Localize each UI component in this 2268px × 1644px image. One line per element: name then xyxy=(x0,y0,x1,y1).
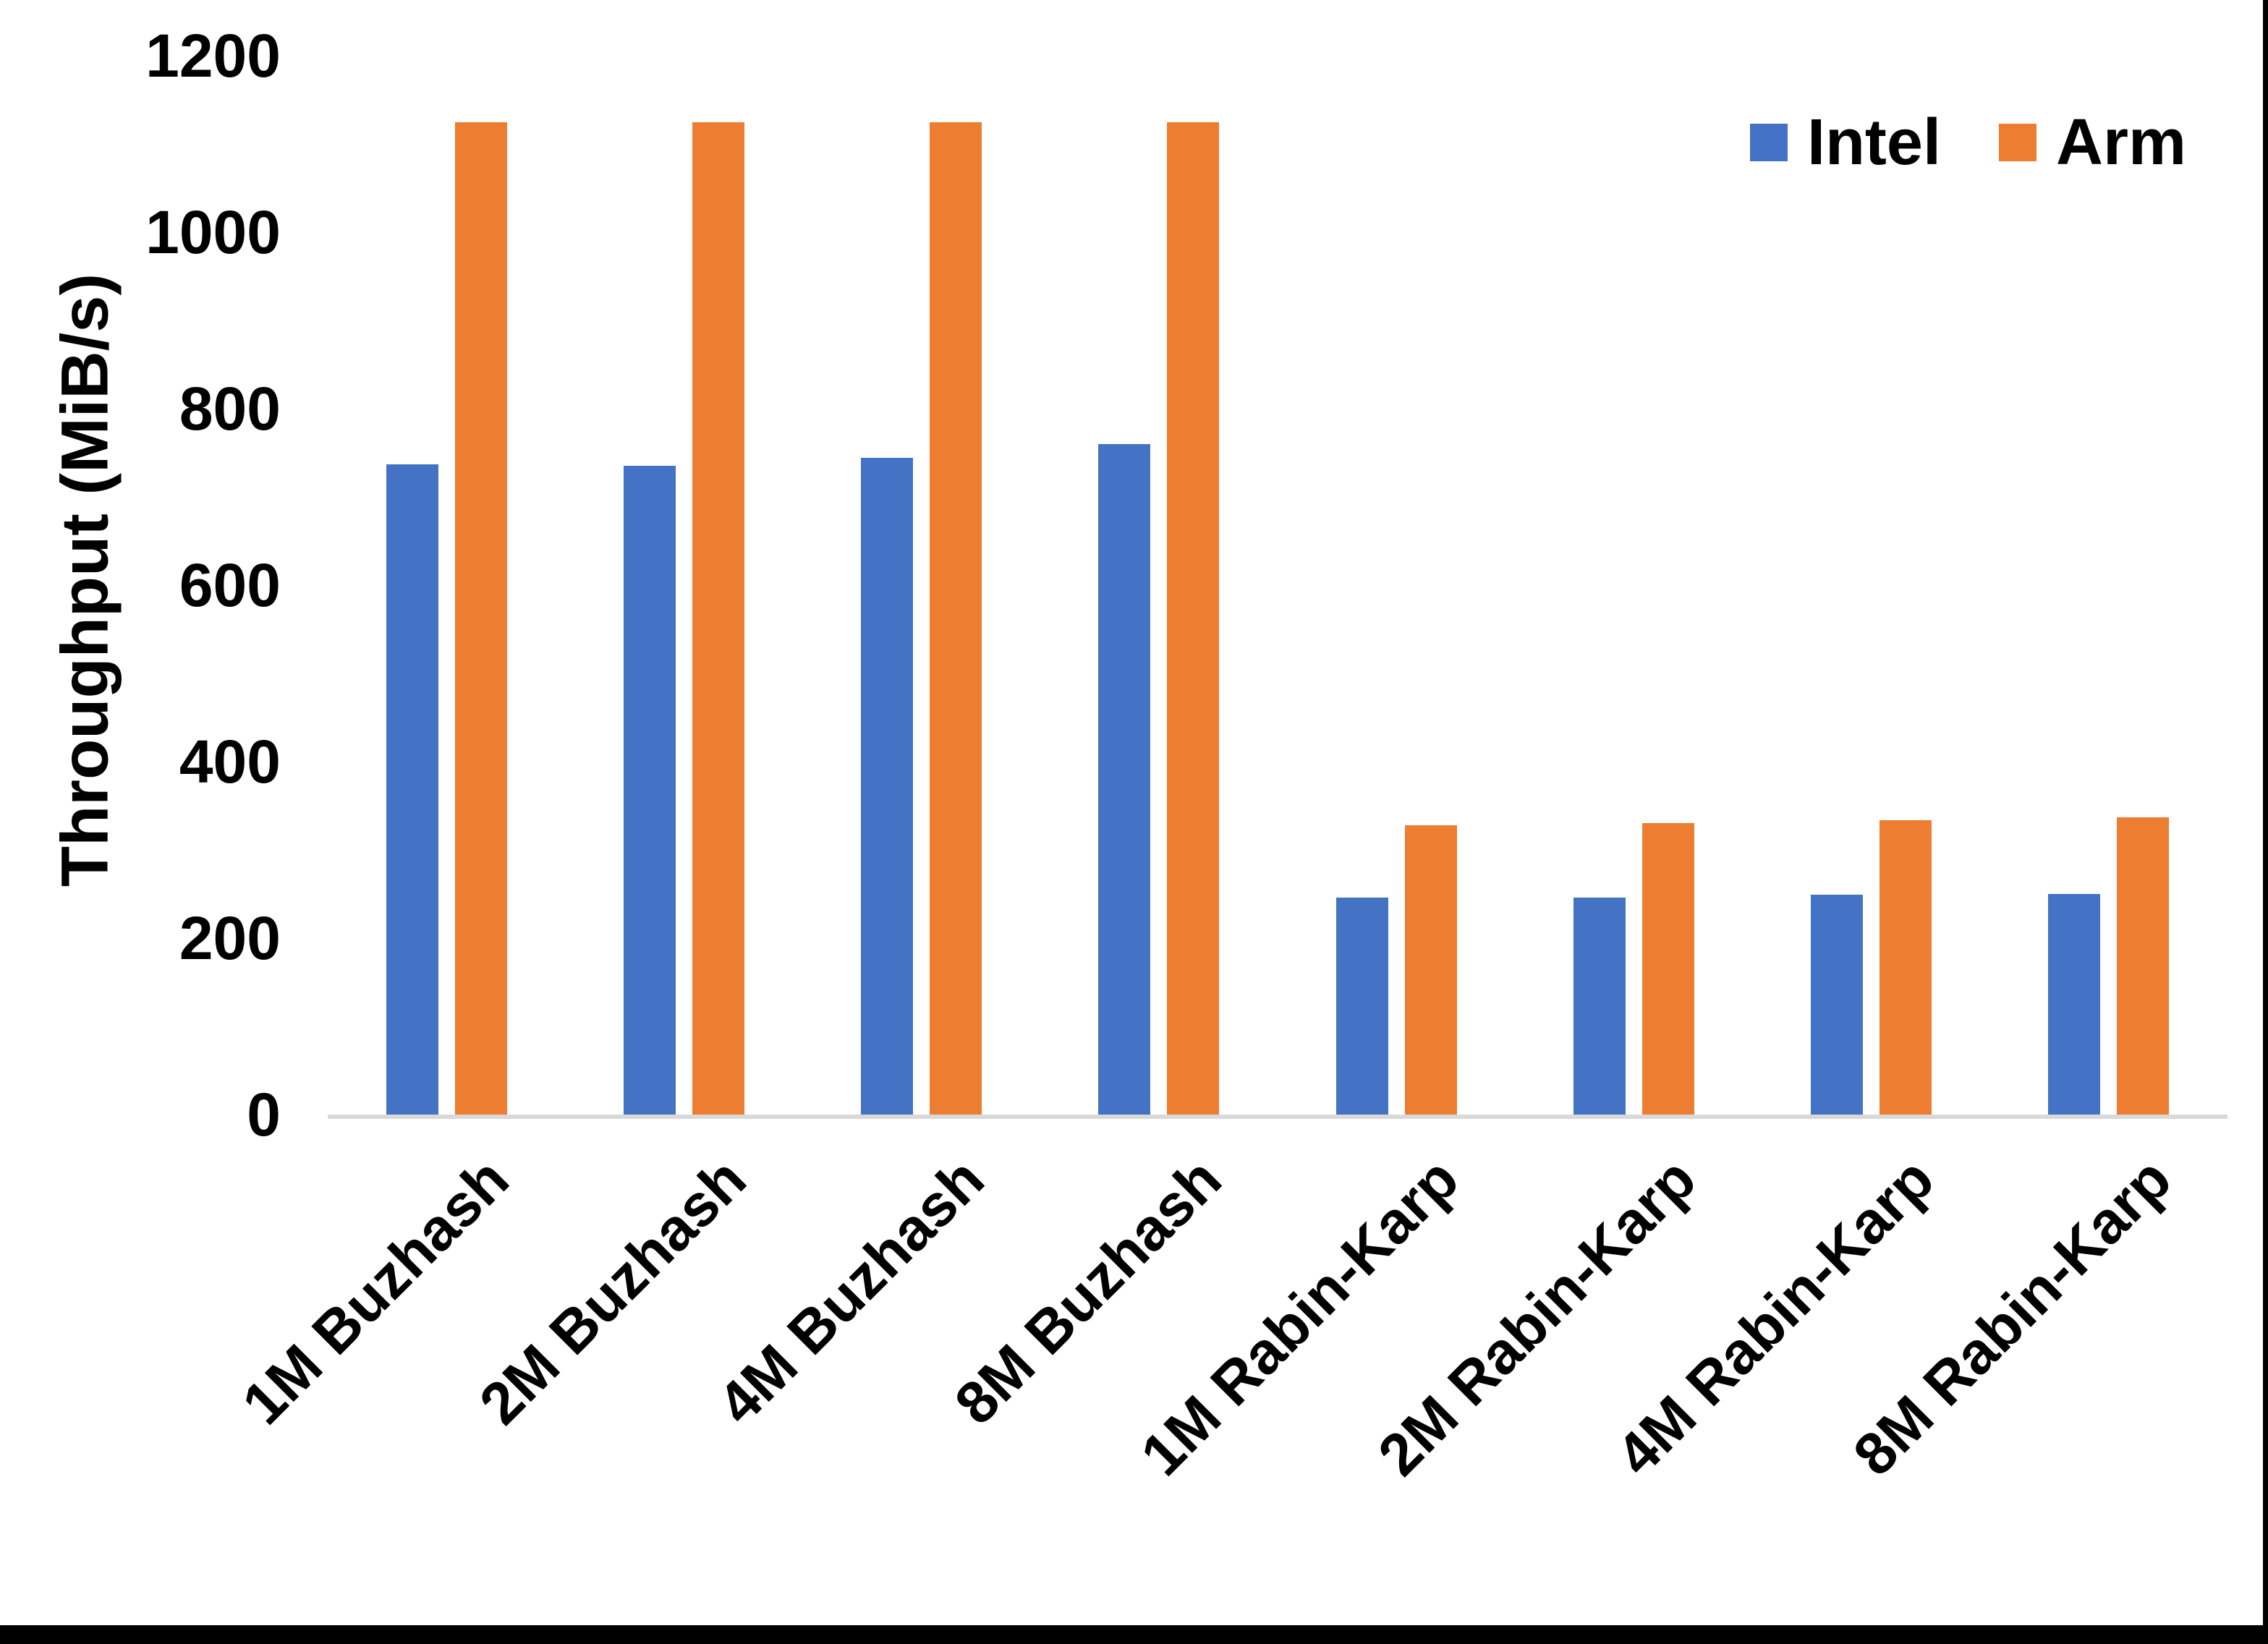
bar-arm-2m-rabin-karp xyxy=(1641,823,1694,1115)
bar-intel-1m-buzhash xyxy=(386,464,438,1115)
page-border-right xyxy=(2263,0,2268,1644)
bar-arm-8m-rabin-karp xyxy=(2117,817,2170,1115)
bar-intel-1m-rabin-karp xyxy=(1335,897,1388,1115)
legend: Intel Arm xyxy=(1749,106,2186,179)
x-axis-line xyxy=(328,1115,2227,1119)
bar-group-2m-buzhash xyxy=(565,56,802,1115)
y-axis-tick-label: 1200 xyxy=(145,22,281,90)
y-axis-tick-label: 600 xyxy=(179,551,281,619)
bar-intel-8m-rabin-karp xyxy=(2048,894,2101,1115)
bar-intel-2m-buzhash xyxy=(623,466,676,1115)
page-border-bottom xyxy=(0,1625,2268,1644)
y-axis-tick-label: 400 xyxy=(179,728,281,796)
legend-swatch-arm xyxy=(1998,124,2036,161)
bar-arm-1m-rabin-karp xyxy=(1404,825,1457,1115)
plot-area xyxy=(328,56,2227,1119)
bar-intel-2m-rabin-karp xyxy=(1573,897,1626,1115)
bar-arm-4m-buzhash xyxy=(930,122,982,1115)
legend-label-intel: Intel xyxy=(1806,106,1941,179)
y-axis-tick-label: 1000 xyxy=(145,198,281,266)
bar-arm-2m-buzhash xyxy=(692,122,744,1115)
bar-group-8m-buzhash xyxy=(1040,56,1278,1115)
y-axis-tick-label: 200 xyxy=(179,904,281,972)
bar-intel-8m-buzhash xyxy=(1098,443,1151,1115)
bar-group-1m-rabin-karp xyxy=(1278,56,1515,1115)
legend-item-arm: Arm xyxy=(1998,106,2186,179)
bar-arm-8m-buzhash xyxy=(1167,122,1220,1115)
legend-swatch-intel xyxy=(1749,124,1788,161)
bar-group-2m-rabin-karp xyxy=(1515,56,1752,1115)
y-axis-tick-label: 0 xyxy=(247,1081,281,1149)
bar-arm-1m-buzhash xyxy=(454,122,507,1115)
bar-intel-4m-rabin-karp xyxy=(1811,895,1864,1115)
y-axis-tick-labels: 0 200 400 600 800 1000 1200 xyxy=(0,25,281,1145)
bar-intel-4m-buzhash xyxy=(861,458,914,1115)
bar-arm-4m-rabin-karp xyxy=(1880,819,1932,1115)
y-axis-tick-label: 800 xyxy=(179,375,281,443)
legend-item-intel: Intel xyxy=(1749,106,1941,179)
bar-group-4m-buzhash xyxy=(803,56,1040,1115)
legend-label-arm: Arm xyxy=(2055,106,2186,179)
bar-group-1m-buzhash xyxy=(328,56,565,1115)
bar-groups xyxy=(328,56,2227,1115)
bar-group-8m-rabin-karp xyxy=(1990,56,2227,1115)
bar-group-4m-rabin-karp xyxy=(1753,56,1990,1115)
